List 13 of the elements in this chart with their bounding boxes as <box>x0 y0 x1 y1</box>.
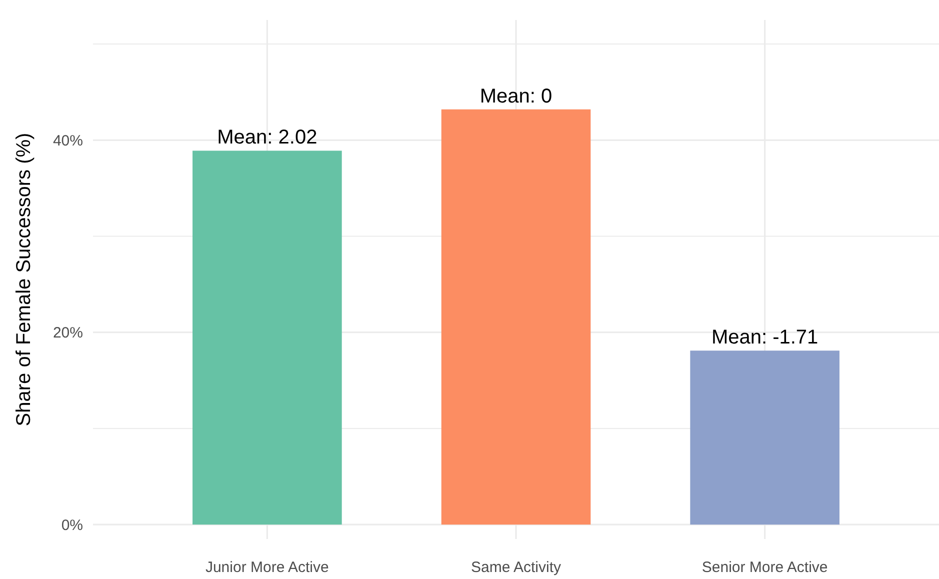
y-axis-title: Share of Female Successors (%) <box>13 132 35 426</box>
annotation: Mean: -1.71 <box>711 326 818 349</box>
bar <box>441 109 591 525</box>
x-tick-label: Senior More Active <box>702 559 828 576</box>
y-tick-label: 0% <box>61 516 83 534</box>
x-tick-label: Same Activity <box>470 559 562 576</box>
y-tick-label: 20% <box>52 324 83 342</box>
bar <box>192 150 342 525</box>
bar <box>690 350 840 525</box>
y-tick-label: 40% <box>52 132 83 150</box>
x-tick-label: Junior More Active <box>205 559 329 576</box>
annotation: Mean: 2.02 <box>217 126 318 149</box>
annotation: Mean: 0 <box>480 85 552 108</box>
